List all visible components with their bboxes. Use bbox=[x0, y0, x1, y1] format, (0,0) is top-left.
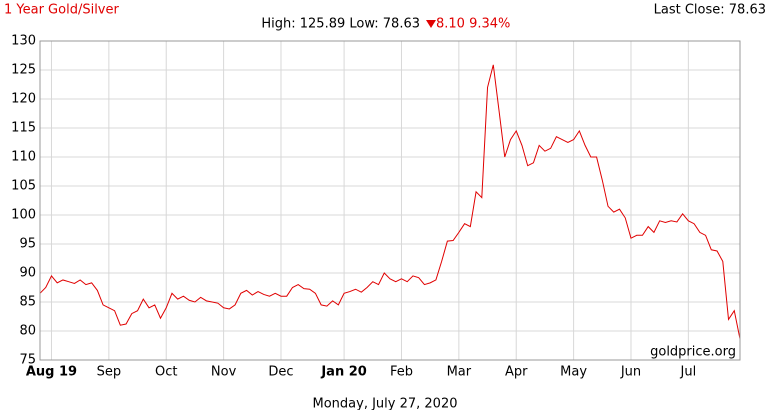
y-tick-label: 115 bbox=[11, 121, 36, 136]
x-tick-label: Aug 19 bbox=[26, 365, 77, 380]
x-tick-label: Oct bbox=[155, 365, 177, 380]
y-tick-label: 75 bbox=[19, 353, 36, 368]
y-tick-label: 85 bbox=[19, 295, 36, 310]
plot: 75 80 85 90 95 100 105 110 115 120 125 130 Aug 19 Sep… bbox=[11, 34, 741, 380]
down-arrow bbox=[426, 20, 436, 28]
x-label: Monday, July 27, 2020 bbox=[313, 397, 458, 410]
last-close: Last Close: 78.63 bbox=[654, 3, 766, 18]
x-tick-label: Sep bbox=[97, 365, 122, 380]
x-tick-label: Apr bbox=[505, 365, 528, 380]
y-tick-label: 130 bbox=[11, 34, 36, 49]
price-line bbox=[39, 64, 741, 340]
x-tick-label: Jun bbox=[620, 365, 641, 380]
x-tick-label: Nov bbox=[211, 365, 237, 380]
x-tick-label: Jan 20 bbox=[320, 365, 366, 380]
y-tick-label: 125 bbox=[11, 63, 36, 78]
y-tick-label: 100 bbox=[11, 208, 36, 223]
plot-frame bbox=[39, 40, 741, 361]
chart-title: 1 Year Gold/Silver bbox=[4, 3, 119, 18]
x-tick-label: Jul bbox=[680, 365, 697, 380]
y-tick-label: 110 bbox=[11, 150, 36, 165]
change: 8.10 9.34% bbox=[436, 17, 510, 32]
y-tick-label: 105 bbox=[11, 179, 36, 194]
y-tick-label: 80 bbox=[19, 324, 36, 339]
x-tick-label: May bbox=[560, 365, 587, 380]
y-tick-label: 90 bbox=[19, 266, 36, 281]
x-tick-label: Mar bbox=[447, 365, 472, 380]
x-tick-label: Feb bbox=[390, 365, 413, 380]
x-tick-label: Dec bbox=[268, 365, 293, 380]
watermark: goldprice.org bbox=[650, 345, 736, 360]
subtitle: High: 125.89 Low: 78.63 bbox=[261, 17, 420, 32]
y-tick-label: 120 bbox=[11, 92, 36, 107]
y-tick-label: 95 bbox=[19, 237, 36, 252]
